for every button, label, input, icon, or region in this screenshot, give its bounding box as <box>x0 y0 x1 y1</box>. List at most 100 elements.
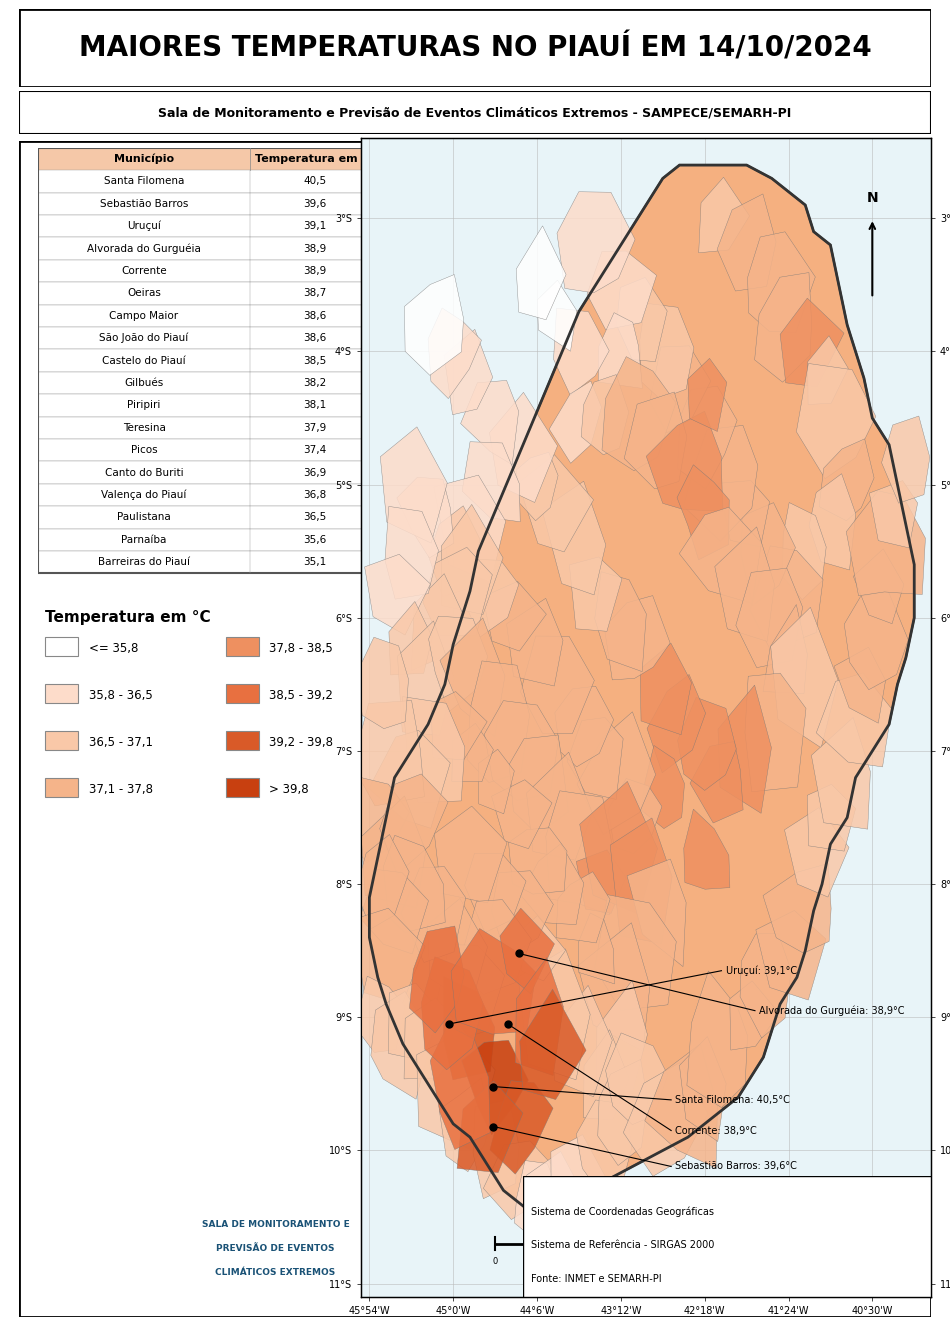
Polygon shape <box>698 177 750 253</box>
Text: Picos: Picos <box>131 445 158 456</box>
Text: 39,6: 39,6 <box>303 199 327 208</box>
Polygon shape <box>679 1036 726 1141</box>
Polygon shape <box>484 1141 556 1219</box>
Polygon shape <box>515 958 563 1075</box>
Polygon shape <box>385 507 439 599</box>
Polygon shape <box>610 818 672 943</box>
Polygon shape <box>853 548 903 624</box>
Polygon shape <box>748 231 815 332</box>
Polygon shape <box>551 1134 605 1226</box>
Polygon shape <box>581 375 629 454</box>
Text: Campo Maior: Campo Maior <box>109 310 179 321</box>
Polygon shape <box>462 442 521 521</box>
Polygon shape <box>688 359 727 431</box>
Polygon shape <box>360 976 405 1052</box>
FancyBboxPatch shape <box>38 394 380 417</box>
Polygon shape <box>647 675 706 773</box>
FancyBboxPatch shape <box>38 327 380 349</box>
Text: MAIORES TEMPERATURAS NO PIAUÍ EM 14/10/2024: MAIORES TEMPERATURAS NO PIAUÍ EM 14/10/2… <box>79 34 871 63</box>
Text: Santa Filomena: Santa Filomena <box>104 176 184 187</box>
Polygon shape <box>604 595 670 680</box>
FancyBboxPatch shape <box>38 238 380 259</box>
Text: 36,5: 36,5 <box>303 512 327 523</box>
Polygon shape <box>780 298 844 387</box>
FancyBboxPatch shape <box>19 9 931 87</box>
Polygon shape <box>640 644 692 735</box>
Polygon shape <box>451 929 536 1034</box>
Polygon shape <box>484 700 559 801</box>
Text: 37,9: 37,9 <box>303 423 327 433</box>
Polygon shape <box>500 909 555 993</box>
Polygon shape <box>745 673 806 792</box>
Polygon shape <box>580 781 657 914</box>
Polygon shape <box>473 1099 519 1199</box>
Polygon shape <box>352 700 425 806</box>
Polygon shape <box>577 1099 632 1198</box>
Polygon shape <box>557 192 635 293</box>
FancyBboxPatch shape <box>38 372 380 394</box>
Text: <= 35,8: <= 35,8 <box>89 641 139 655</box>
Polygon shape <box>357 637 408 728</box>
Polygon shape <box>444 329 493 415</box>
Polygon shape <box>796 363 876 478</box>
Text: Teresina: Teresina <box>123 423 165 433</box>
Polygon shape <box>677 465 730 560</box>
FancyBboxPatch shape <box>38 507 380 528</box>
Text: Corrente: 38,9°C: Corrente: 38,9°C <box>675 1125 757 1136</box>
Text: Temperatura em °C: Temperatura em °C <box>255 155 375 164</box>
Polygon shape <box>508 828 567 894</box>
Text: PREVISÃO DE EVENTOS: PREVISÃO DE EVENTOS <box>217 1245 334 1253</box>
Polygon shape <box>526 1152 581 1222</box>
Polygon shape <box>740 934 791 1038</box>
Polygon shape <box>617 277 667 362</box>
Polygon shape <box>834 648 885 723</box>
FancyBboxPatch shape <box>19 91 931 134</box>
Text: Uruçuí: Uruçuí <box>127 220 161 231</box>
Text: 40,5: 40,5 <box>303 176 327 187</box>
Polygon shape <box>577 712 656 835</box>
Polygon shape <box>756 910 826 1000</box>
Polygon shape <box>555 687 614 767</box>
Text: Alvorada do Gurguéia: Alvorada do Gurguéia <box>87 243 201 254</box>
Polygon shape <box>441 504 504 614</box>
Polygon shape <box>690 742 743 823</box>
FancyBboxPatch shape <box>38 171 380 192</box>
Polygon shape <box>770 607 838 747</box>
Text: Temperatura em °C: Temperatura em °C <box>46 610 211 625</box>
Polygon shape <box>808 336 848 405</box>
Polygon shape <box>578 923 650 1051</box>
Text: Piripiri: Piripiri <box>127 401 161 410</box>
Text: 38,9: 38,9 <box>303 266 327 276</box>
FancyBboxPatch shape <box>38 215 380 238</box>
Polygon shape <box>389 601 432 675</box>
FancyBboxPatch shape <box>46 778 78 797</box>
Polygon shape <box>430 1025 490 1149</box>
Text: 39,1: 39,1 <box>303 222 327 231</box>
Text: Castelo do Piauí: Castelo do Piauí <box>103 356 186 366</box>
Polygon shape <box>624 392 687 489</box>
Polygon shape <box>650 345 711 433</box>
Polygon shape <box>384 836 446 933</box>
Polygon shape <box>439 1078 490 1172</box>
Polygon shape <box>846 491 925 595</box>
Polygon shape <box>602 356 676 470</box>
FancyBboxPatch shape <box>226 778 258 797</box>
Polygon shape <box>718 481 770 547</box>
Polygon shape <box>741 503 795 606</box>
FancyBboxPatch shape <box>522 1176 931 1297</box>
Text: Paulistana: Paulistana <box>117 512 171 523</box>
Polygon shape <box>440 618 505 737</box>
Polygon shape <box>763 863 831 953</box>
Polygon shape <box>380 774 448 874</box>
Polygon shape <box>684 426 758 542</box>
Polygon shape <box>490 1081 553 1175</box>
Text: Sala de Monitoramento e Previsão de Eventos Climáticos Extremos - SAMPECE/SEMARH: Sala de Monitoramento e Previsão de Even… <box>159 106 791 120</box>
FancyBboxPatch shape <box>38 551 380 574</box>
Polygon shape <box>428 616 487 712</box>
Polygon shape <box>521 844 584 925</box>
Polygon shape <box>353 909 425 1004</box>
Polygon shape <box>641 746 685 829</box>
Polygon shape <box>677 386 737 489</box>
Polygon shape <box>479 749 514 814</box>
Polygon shape <box>730 981 779 1050</box>
